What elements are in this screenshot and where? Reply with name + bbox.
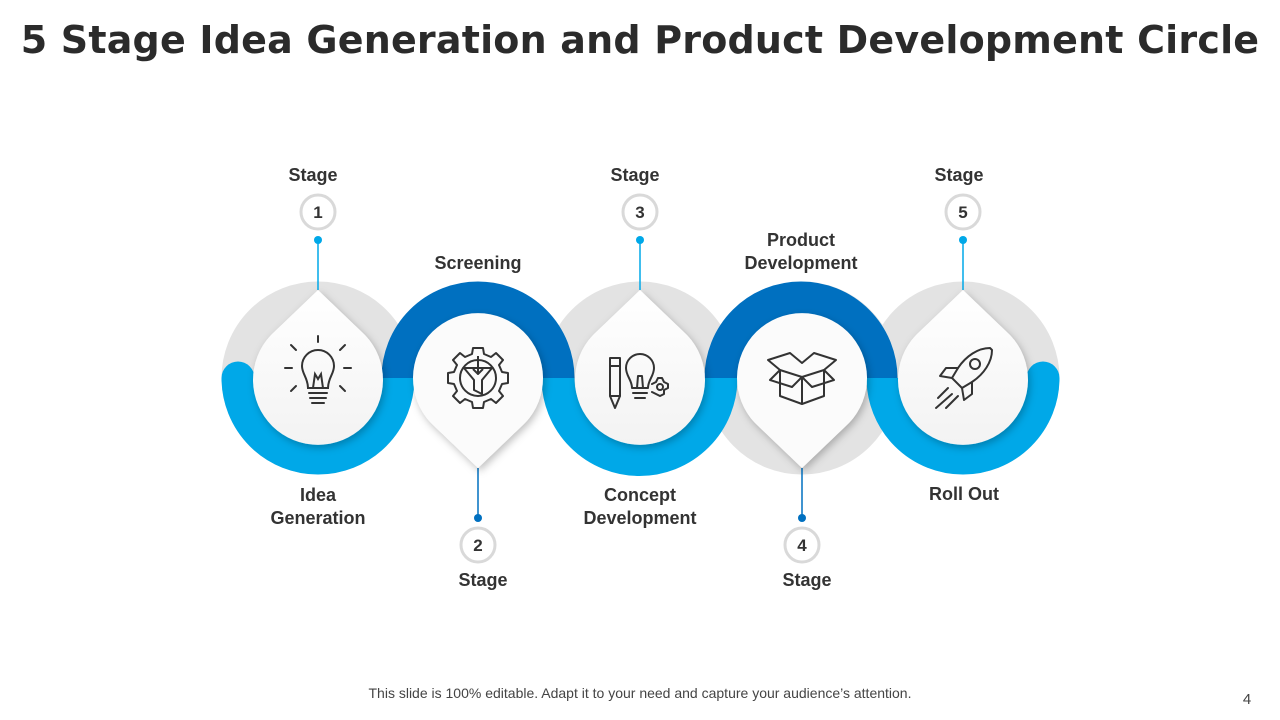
page-number: 4 xyxy=(1242,691,1252,708)
stage-number-1: 1 xyxy=(313,203,322,222)
arc-stage-4 xyxy=(704,281,898,379)
teardrop-2 xyxy=(413,313,543,468)
connector-dot-5 xyxy=(959,236,967,244)
lightbulb-icon xyxy=(284,335,352,404)
stage-name-4: Product Development xyxy=(744,230,858,273)
stage-label-2: Stage xyxy=(458,570,508,590)
stage-name-3: Concept Development xyxy=(583,485,697,528)
teardrop-5 xyxy=(898,290,1028,445)
connector-dot-1 xyxy=(314,236,322,244)
footer-note: This slide is 100% editable. Adapt it to… xyxy=(368,685,912,701)
arc-stage-5 xyxy=(866,377,1060,475)
connector-dot-3 xyxy=(636,236,644,244)
connector-dots xyxy=(314,236,967,522)
stage-name-1: Idea Generation xyxy=(270,485,366,528)
arc-stage-3 xyxy=(541,377,738,476)
stage-number-3: 3 xyxy=(635,203,644,222)
rocket-icon xyxy=(935,347,993,409)
stage-number-5: 5 xyxy=(958,203,967,222)
number-badge-4: 4 xyxy=(783,526,821,564)
stage-name-2: Screening xyxy=(434,253,522,273)
stage-label-3: Stage xyxy=(610,165,660,185)
number-badge-2: 2 xyxy=(459,526,497,564)
arc-start-cap xyxy=(221,361,255,395)
arc-end-cap xyxy=(1026,361,1060,395)
stage-label-4: Stage xyxy=(782,570,832,590)
number-badge-1: 1 xyxy=(299,193,337,231)
teardrop-3 xyxy=(575,290,706,445)
stage-number-2: 2 xyxy=(473,536,482,555)
open-box-icon xyxy=(767,352,837,405)
gear-filter-icon xyxy=(447,347,509,409)
number-badge-3: 3 xyxy=(621,193,659,231)
stage-name-5: Roll Out xyxy=(929,484,999,504)
dark-blue-arcs xyxy=(381,281,898,379)
arc-stage-1 xyxy=(221,377,415,475)
light-blue-arcs xyxy=(221,377,1060,476)
connector-dot-2 xyxy=(474,514,482,522)
slide-title: 5 Stage Idea Generation and Product Deve… xyxy=(20,18,1260,62)
number-badges: 1 2 3 4 5 xyxy=(299,193,982,564)
pencil-bulb-gear-icon xyxy=(609,353,669,409)
number-badge-5: 5 xyxy=(944,193,982,231)
stage-label-1: Stage xyxy=(288,165,338,185)
stage-number-4: 4 xyxy=(797,536,807,555)
arc-stage-2 xyxy=(381,281,575,379)
teardrop-1 xyxy=(252,290,383,445)
stage-label-5: Stage xyxy=(934,165,984,185)
connectors xyxy=(317,240,964,518)
connector-dot-4 xyxy=(798,514,806,522)
teardrops xyxy=(252,290,1028,468)
